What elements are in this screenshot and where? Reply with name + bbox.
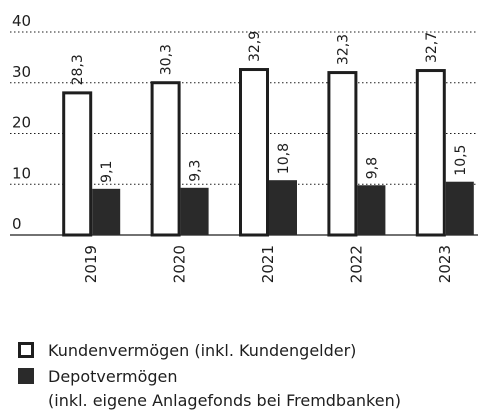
bar — [180, 187, 209, 235]
y-tick-label: 10 — [12, 164, 31, 182]
bar — [415, 69, 446, 237]
bar — [62, 91, 93, 237]
legend-swatch — [18, 368, 34, 384]
y-tick-label: 40 — [12, 12, 31, 30]
bar — [269, 180, 297, 235]
x-tick-label: 2023 — [436, 245, 454, 283]
value-label: 9,3 — [188, 160, 204, 182]
legend-swatch — [18, 342, 34, 358]
value-label: 32,9 — [247, 31, 263, 62]
value-label: 32,7 — [424, 32, 440, 63]
y-tick-label: 20 — [12, 114, 31, 132]
bar — [357, 185, 386, 235]
bar — [445, 181, 474, 235]
value-label: 9,8 — [364, 157, 380, 179]
legend-label: Depotvermögen (inkl. eigene Anlagefonds b… — [48, 367, 401, 410]
value-label: 28,3 — [70, 54, 86, 85]
bar — [92, 188, 121, 235]
value-label: 30,3 — [159, 44, 175, 75]
bar — [239, 68, 269, 237]
legend-label: Kundenvermögen (inkl. Kundengelder) — [48, 341, 356, 360]
bar — [327, 71, 358, 237]
value-label: 10,8 — [276, 143, 292, 174]
x-tick-label: 2022 — [347, 245, 365, 283]
value-label: 9,1 — [99, 161, 115, 183]
value-label: 32,3 — [335, 34, 351, 65]
bar — [150, 81, 181, 237]
value-label: 10,5 — [453, 145, 469, 176]
y-tick-label: 30 — [12, 63, 31, 81]
y-tick-label: 0 — [12, 215, 22, 233]
x-tick-label: 2019 — [82, 245, 100, 283]
x-tick-label: 2020 — [171, 245, 189, 283]
x-tick-label: 2021 — [259, 245, 277, 283]
